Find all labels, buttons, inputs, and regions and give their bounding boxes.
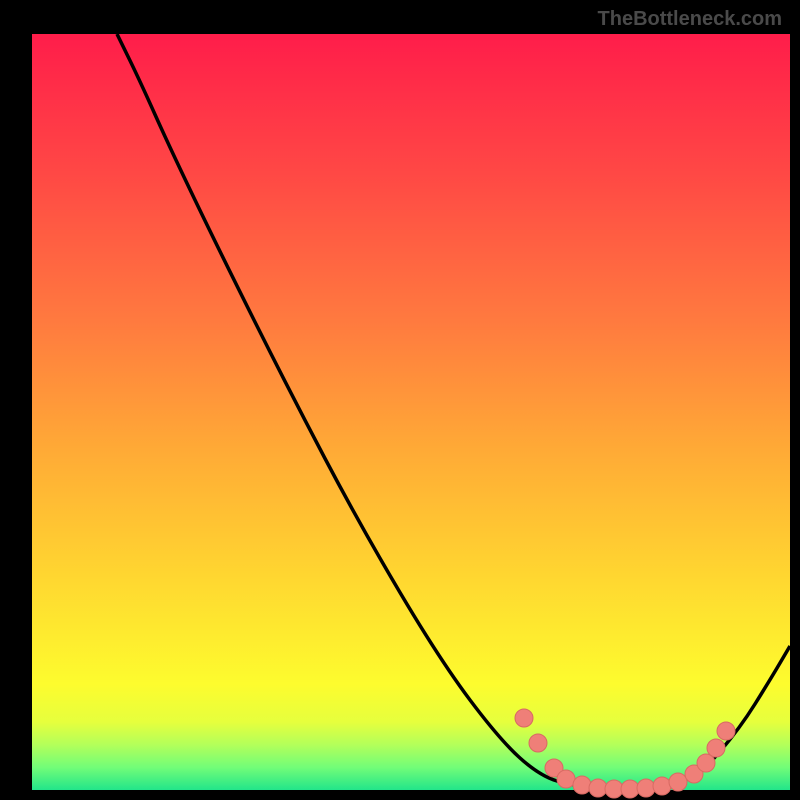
watermark-text: TheBottleneck.com — [598, 8, 782, 31]
bottleneck-chart-area — [32, 34, 790, 790]
